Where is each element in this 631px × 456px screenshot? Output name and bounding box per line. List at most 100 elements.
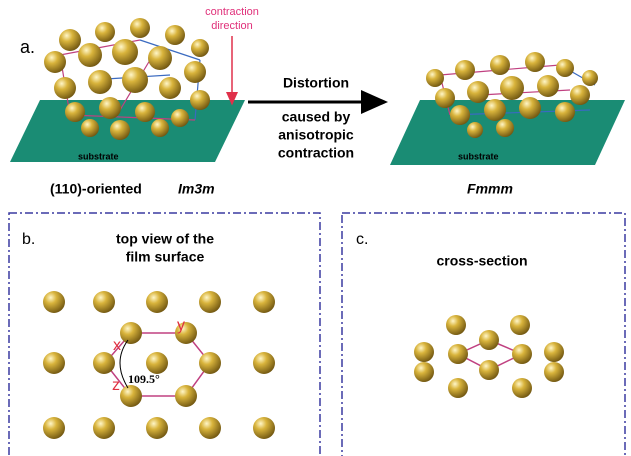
substrate-label: substrate: [458, 151, 499, 161]
panel-label: c.: [356, 231, 368, 248]
atom: [78, 43, 102, 67]
atom: [148, 46, 172, 70]
atom: [519, 97, 541, 119]
atom: [43, 417, 65, 439]
atom: [448, 378, 468, 398]
atom: [99, 97, 121, 119]
atom: [175, 385, 197, 407]
atom: [146, 291, 168, 313]
angle-arc: [119, 339, 129, 389]
atom: [43, 352, 65, 374]
atom: [184, 61, 206, 83]
atom: [484, 99, 506, 121]
atom: [122, 67, 148, 93]
panel-label: b.: [22, 231, 35, 248]
atom: [130, 18, 150, 38]
atoms: [43, 18, 598, 439]
atom: [93, 291, 115, 313]
atom: [93, 417, 115, 439]
atom: [120, 322, 142, 344]
atom: [512, 344, 532, 364]
atom: [253, 417, 275, 439]
atom: [165, 25, 185, 45]
atom: [479, 360, 499, 380]
atom: [110, 120, 130, 140]
atom: [88, 70, 112, 94]
panel-label: a.: [20, 37, 35, 57]
atom: [446, 315, 466, 335]
atom: [43, 291, 65, 313]
atom: [537, 75, 559, 97]
atom: [146, 352, 168, 374]
caption: Im3m: [178, 181, 215, 197]
atom: [414, 362, 434, 382]
atom: [59, 29, 81, 51]
atom: [582, 70, 598, 86]
caption: Fmmm: [467, 181, 513, 197]
panel-frame: [8, 212, 321, 456]
atom: [253, 291, 275, 313]
arrow-text: contraction: [278, 145, 354, 161]
substrate-label: substrate: [78, 151, 119, 161]
atom: [135, 102, 155, 122]
atom: [448, 344, 468, 364]
atom: [467, 122, 483, 138]
atom: [500, 76, 524, 100]
panel-title: cross-section: [436, 253, 527, 269]
panel-frame: [341, 212, 626, 456]
annotation: direction: [211, 20, 253, 32]
atom: [556, 59, 574, 77]
panel-title: top view of the: [116, 231, 214, 247]
panel-c: c. cross-section: [341, 212, 626, 456]
atom: [570, 85, 590, 105]
panel-title: film surface: [126, 249, 205, 265]
atom: [151, 119, 169, 137]
atom: [190, 90, 210, 110]
annotation: contraction: [205, 6, 259, 18]
atom: [253, 352, 275, 374]
arrow-text: caused by: [282, 109, 351, 125]
atom: [146, 417, 168, 439]
atom: [95, 22, 115, 42]
atom: [544, 342, 564, 362]
panel-a: a. contraction direction Distortion caus…: [10, 6, 625, 197]
atom: [175, 322, 197, 344]
atom: [93, 352, 115, 374]
atom: [525, 52, 545, 72]
atom: [555, 102, 575, 122]
atom: [455, 60, 475, 80]
axis-label: y: [177, 317, 185, 334]
lattice-line: [139, 39, 201, 61]
caption: (110)-oriented: [50, 181, 142, 197]
atom: [44, 51, 66, 73]
atom: [414, 342, 434, 362]
atom: [171, 109, 189, 127]
atom: [544, 362, 564, 382]
axis-label: x: [113, 337, 121, 354]
atom: [191, 39, 209, 57]
atom: [120, 385, 142, 407]
atom: [512, 378, 532, 398]
arrow-text: Distortion: [283, 75, 349, 91]
atom: [467, 81, 489, 103]
atom: [159, 77, 181, 99]
atom: [199, 291, 221, 313]
panel-b-labels: x y z 109.5°: [112, 317, 185, 394]
atom: [510, 315, 530, 335]
atom: [54, 77, 76, 99]
atom: [81, 119, 99, 137]
atom: [490, 55, 510, 75]
atom: [426, 69, 444, 87]
atom: [435, 88, 455, 108]
atom: [199, 352, 221, 374]
angle-label: 109.5°: [128, 372, 160, 386]
atom: [450, 105, 470, 125]
arrow-text: anisotropic: [278, 127, 354, 143]
atom: [112, 39, 138, 65]
atom: [479, 330, 499, 350]
atom: [199, 417, 221, 439]
axis-label: z: [112, 377, 120, 394]
atom: [496, 119, 514, 137]
atom: [65, 102, 85, 122]
